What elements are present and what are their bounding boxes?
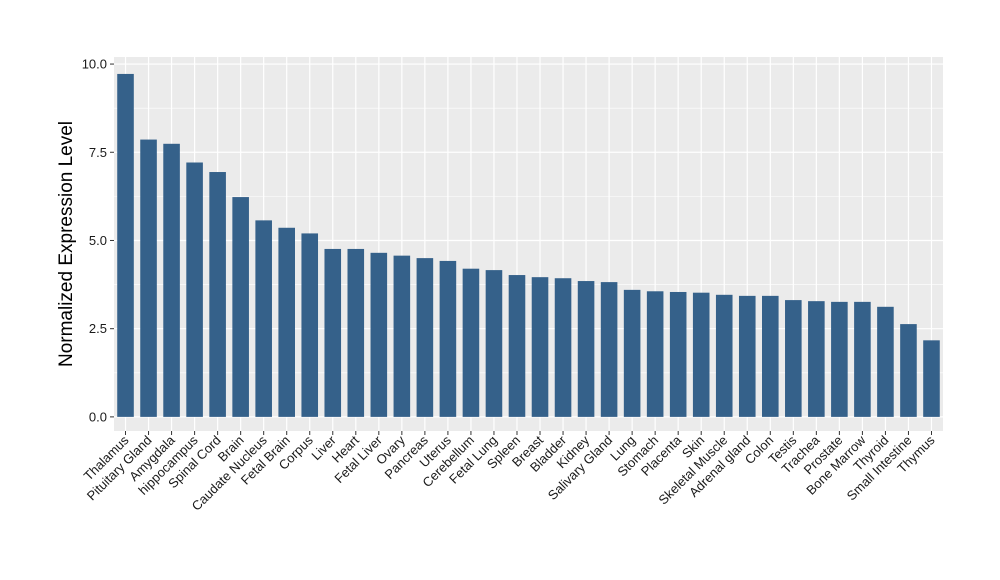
grid-minor: [114, 107, 943, 374]
bar: [531, 277, 549, 417]
bar: [255, 220, 272, 417]
y-tick-label: 0.0: [89, 409, 107, 424]
bar: [232, 197, 249, 417]
bar: [347, 248, 365, 417]
bar: [117, 73, 134, 417]
bar: [692, 292, 710, 417]
bar: [900, 324, 917, 417]
bar: [623, 289, 641, 417]
bar: [301, 233, 319, 417]
bar: [416, 258, 434, 417]
bar: [439, 260, 457, 417]
bar: [393, 255, 411, 417]
bar: [854, 301, 871, 417]
bar: [324, 248, 342, 417]
y-tick-label: 5.0: [89, 233, 107, 248]
y-axis: 0.0 2.5 5.0 7.5 10.0: [82, 57, 114, 424]
bar: [462, 268, 480, 417]
bar: [370, 252, 388, 417]
bar: [669, 291, 687, 417]
bar: [554, 278, 572, 417]
bar: [877, 306, 894, 417]
bar: [785, 300, 802, 417]
bar: [577, 281, 595, 417]
bar: [738, 295, 756, 417]
bar: [715, 294, 733, 417]
bar: [508, 275, 526, 417]
y-tick-label: 10.0: [82, 57, 107, 72]
plot-panel: [114, 57, 943, 431]
bar: [278, 227, 295, 417]
bar: [762, 295, 779, 417]
bar: [209, 172, 226, 417]
bar: [140, 139, 157, 417]
y-tick-label: 7.5: [89, 145, 107, 160]
bar: [808, 301, 825, 417]
y-tick-label: 2.5: [89, 321, 107, 336]
bar: [163, 143, 180, 417]
y-axis-title: Normalized Expression Level: [56, 121, 77, 367]
bar: [646, 291, 664, 417]
bars: [117, 73, 940, 417]
bar: [485, 270, 503, 417]
bar: [186, 162, 203, 417]
bar: [831, 301, 848, 417]
bar: [923, 340, 940, 417]
bar: [600, 282, 618, 417]
